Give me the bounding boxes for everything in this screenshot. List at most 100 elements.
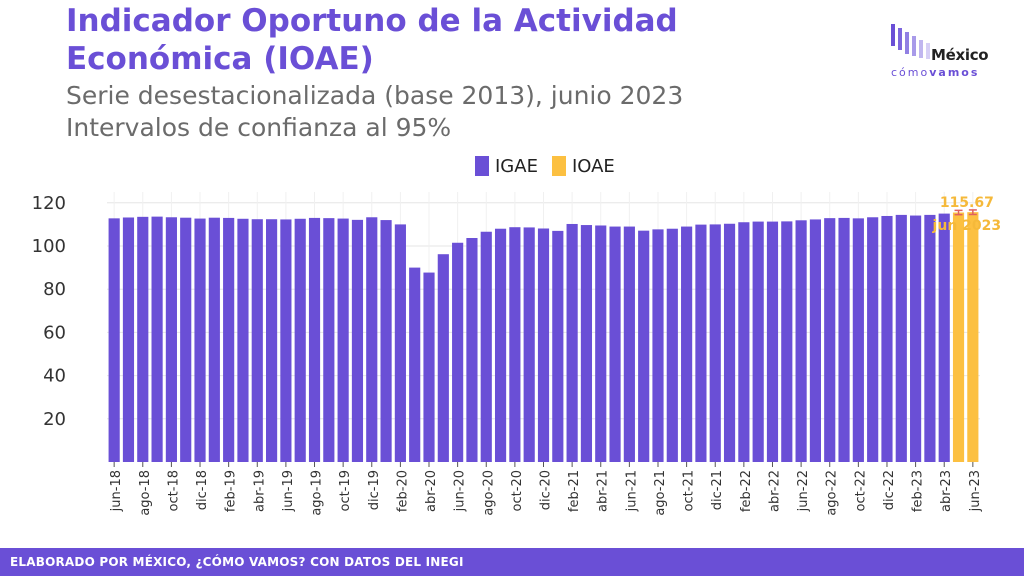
legend-swatch-igae: [475, 156, 489, 176]
igae-bar: [666, 228, 678, 462]
x-tick-label: oct-18: [166, 470, 181, 511]
igae-bar: [466, 238, 478, 462]
page-subtitle: Serie desestacionalizada (base 2013), ju…: [66, 80, 683, 144]
igae-bar: [566, 223, 578, 462]
igae-bar: [809, 219, 821, 462]
igae-bar: [580, 225, 593, 462]
x-tick-label: oct-22: [853, 470, 868, 511]
logo-sub-light: cómo: [891, 66, 930, 79]
igae-bar: [337, 218, 349, 462]
x-tick-label: abr-19: [252, 470, 267, 512]
igae-bar: [752, 221, 764, 462]
igae-bar: [895, 214, 907, 462]
x-tick-label: dic-20: [539, 470, 554, 510]
x-tick-label: ago-18: [138, 470, 153, 516]
igae-bar: [910, 215, 922, 462]
igae-bar: [180, 217, 192, 462]
legend-item-igae: IGAE: [475, 156, 538, 177]
x-tick-label: ago-21: [653, 470, 668, 516]
igae-bar: [609, 226, 621, 462]
igae-bar: [323, 218, 335, 462]
igae-bar: [409, 267, 421, 462]
page-title: Indicador Oportuno de la Actividad Econó…: [66, 3, 678, 77]
x-tick-label: jun-22: [796, 470, 811, 512]
igae-bar: [881, 215, 893, 462]
x-tick-label: feb-21: [567, 470, 582, 512]
brand-logo: México cómovamos: [889, 22, 1004, 84]
y-tick-label: 60: [43, 322, 66, 343]
x-tick-label: feb-22: [739, 470, 754, 512]
igae-bar: [494, 228, 507, 462]
igae-bar: [480, 231, 492, 462]
igae-bar: [838, 217, 850, 462]
igae-bar: [237, 218, 249, 462]
igae-bar: [709, 224, 721, 462]
igae-bar: [738, 222, 750, 462]
x-tick-label: abr-20: [424, 470, 439, 512]
x-tick-label: jun-18: [109, 470, 124, 512]
x-tick-label: dic-22: [882, 470, 897, 510]
x-tick-label: jun-19: [281, 470, 296, 512]
y-tick-label: 40: [43, 366, 66, 387]
igae-bar: [452, 242, 464, 462]
x-tick-label: feb-23: [911, 470, 926, 512]
x-tick-label: oct-20: [510, 470, 525, 511]
igae-bar: [208, 217, 220, 462]
ioae-bar: [952, 212, 965, 462]
y-tick-label: 80: [43, 279, 66, 300]
igae-bar: [137, 216, 149, 462]
igae-bar: [308, 217, 321, 462]
igae-bar: [537, 228, 550, 462]
annotation-value: 115.67: [940, 195, 994, 211]
igae-bar: [108, 218, 120, 462]
legend-label-igae: IGAE: [495, 155, 538, 177]
subtitle-line-2: Intervalos de confianza al 95%: [66, 113, 452, 142]
igae-bar: [695, 224, 707, 462]
igae-bar: [852, 218, 864, 462]
x-tick-label: ago-22: [825, 470, 840, 516]
logo-sub: cómovamos: [891, 66, 979, 79]
igae-bar: [294, 218, 306, 462]
x-tick-label: jun-21: [624, 470, 639, 512]
y-tick-label: 100: [32, 236, 66, 257]
igae-bar: [595, 225, 607, 462]
igae-bar: [766, 221, 779, 462]
igae-bar: [623, 226, 635, 462]
x-tick-label: feb-20: [395, 470, 410, 512]
chart-legend: IGAE IOAE: [475, 154, 615, 178]
x-tick-label: oct-21: [682, 470, 697, 511]
x-tick-label: abr-22: [767, 470, 782, 512]
igae-bar: [638, 230, 650, 462]
legend-item-ioae: IOAE: [551, 156, 615, 177]
igae-bar: [380, 220, 392, 462]
bars-logo-icon: [891, 24, 930, 59]
x-tick-label: abr-23: [939, 470, 954, 512]
igae-bar: [652, 229, 664, 462]
x-tick-label: dic-21: [710, 470, 725, 510]
igae-bar: [723, 223, 736, 462]
x-tick-label: ago-19: [310, 470, 325, 516]
ioae-bar: [967, 212, 979, 462]
x-tick-label: oct-19: [338, 470, 353, 511]
igae-bar: [795, 220, 807, 462]
x-tick-label: dic-19: [367, 470, 382, 510]
annotation-date: jun 2023: [932, 218, 1002, 234]
igae-bar: [437, 254, 449, 462]
igae-bar: [938, 213, 950, 462]
x-tick-label: feb-19: [224, 470, 239, 512]
y-tick-label: 120: [32, 193, 66, 214]
logo-word: México: [931, 46, 989, 64]
igae-bar: [681, 226, 693, 462]
igae-bar: [867, 217, 879, 462]
igae-bar: [394, 224, 406, 462]
igae-bar: [266, 219, 278, 462]
igae-bar: [423, 272, 435, 462]
subtitle-line-1: Serie desestacionalizada (base 2013), ju…: [66, 81, 684, 110]
igae-bar: [552, 230, 564, 462]
igae-bar: [194, 218, 206, 462]
bar-chart: 20 40 60 80 100 120 jun-18 ago-18 oct-18 dic-18 fe…: [32, 192, 1002, 516]
y-tick-label: 20: [43, 409, 66, 430]
x-tick-label: abr-21: [596, 470, 611, 512]
igae-bar: [223, 217, 235, 462]
igae-bar: [122, 217, 135, 462]
